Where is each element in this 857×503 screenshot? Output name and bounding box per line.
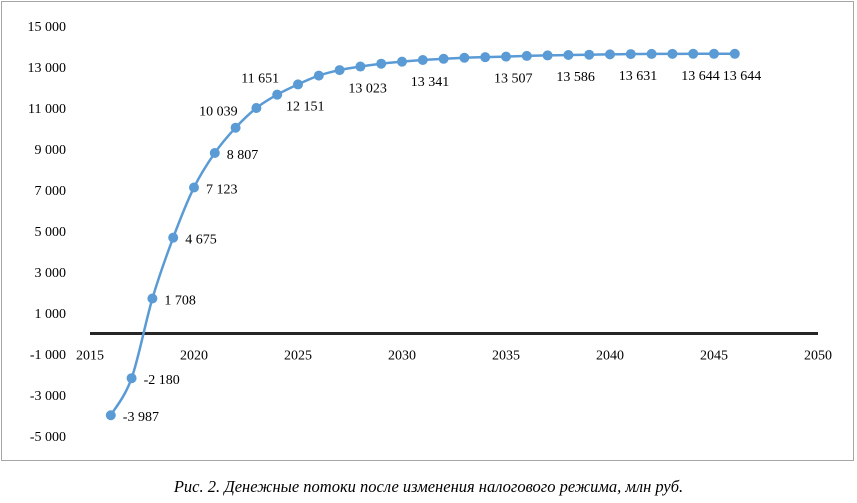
- y-tick-label: 15 000: [28, 20, 67, 35]
- x-tick-label: 2050: [804, 349, 832, 364]
- data-label: 13 644: [681, 69, 720, 84]
- data-point: [313, 70, 324, 81]
- data-label: 4 675: [185, 233, 217, 248]
- data-point: [459, 52, 470, 63]
- data-label: 7 123: [206, 182, 238, 197]
- data-point: [584, 49, 595, 60]
- x-tick-label: 2015: [76, 349, 104, 364]
- data-point: [667, 48, 678, 59]
- data-point: [376, 58, 387, 69]
- data-point: [293, 79, 303, 90]
- data-point: [355, 61, 366, 72]
- data-point: [438, 53, 449, 64]
- data-label: 13 586: [556, 70, 595, 85]
- data-point: [542, 50, 553, 61]
- data-label: 1 708: [164, 293, 196, 308]
- data-point: [709, 48, 719, 59]
- data-point: [105, 410, 116, 421]
- x-tick-label: 2020: [180, 349, 208, 364]
- data-point: [189, 182, 199, 193]
- x-tick-label: 2035: [492, 349, 520, 364]
- y-tick-label: 1 000: [35, 307, 67, 322]
- y-tick-label: 11 000: [28, 102, 66, 117]
- x-tick-label: 2045: [700, 349, 728, 364]
- data-label: 11 651: [241, 72, 279, 87]
- data-point: [605, 49, 615, 60]
- x-tick-label: 2040: [596, 349, 624, 364]
- data-label: 13 023: [348, 82, 387, 97]
- line-chart: -5 000 -3 000 -1 000 1 000 3 000 5 000 7 000 9 …: [28, 20, 833, 445]
- data-label: 8 807: [227, 148, 258, 163]
- data-label: 13 341: [411, 75, 450, 90]
- x-tick-label: 2030: [388, 349, 416, 364]
- data-point: [521, 50, 532, 61]
- data-point: [501, 51, 511, 62]
- data-point: [688, 48, 699, 59]
- data-point: [126, 373, 137, 384]
- data-point: [417, 55, 428, 66]
- data-label: -3 987: [123, 410, 159, 425]
- data-label: -2 180: [144, 373, 180, 388]
- data-label: 10 039: [199, 105, 238, 120]
- y-tick-label: -5 000: [30, 430, 66, 445]
- y-axis-ticks: -5 000 -3 000 -1 000 1 000 3 000 5 000 7 000 9 …: [28, 20, 67, 445]
- data-point: [729, 48, 740, 59]
- y-tick-label: 7 000: [35, 184, 67, 199]
- y-tick-label: 5 000: [35, 225, 67, 240]
- y-tick-label: -3 000: [30, 389, 66, 404]
- data-point: [230, 122, 241, 133]
- data-point: [563, 49, 574, 60]
- data-label: 13 631: [619, 69, 658, 84]
- x-tick-label: 2025: [284, 349, 312, 364]
- data-label: 12 151: [286, 99, 325, 114]
- data-point: [168, 232, 179, 243]
- y-tick-label: 3 000: [35, 266, 67, 281]
- figure-caption: Рис. 2. Денежные потоки после изменения …: [173, 477, 684, 496]
- y-tick-label: 13 000: [28, 61, 67, 76]
- data-label: 13 507: [494, 72, 533, 87]
- y-tick-label: 9 000: [35, 143, 67, 158]
- data-point: [209, 147, 220, 158]
- x-axis-ticks: 2015 2020 2025 2030 2035 2040 2045 2050: [76, 349, 832, 364]
- data-point: [480, 52, 491, 63]
- data-label: 13 644: [723, 69, 762, 84]
- data-point: [334, 65, 345, 76]
- data-point: [147, 293, 158, 304]
- data-point: [272, 89, 283, 100]
- data-labels: -3 987 -2 180 1 708 4 675 7 123 8 807 10 039 11…: [123, 69, 762, 425]
- data-point: [625, 49, 636, 60]
- data-point: [397, 56, 407, 67]
- data-point: [646, 48, 657, 59]
- y-tick-label: -1 000: [30, 348, 66, 363]
- chart-frame: [1, 1, 854, 461]
- data-point: [251, 103, 262, 113]
- data-points: [105, 48, 740, 421]
